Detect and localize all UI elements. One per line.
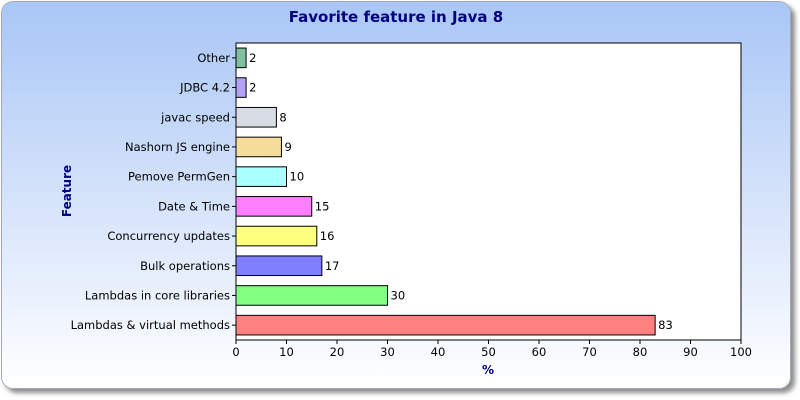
bar-javac-speed (235, 106, 277, 128)
x-tick-label: 10 (279, 345, 294, 359)
data-label-bulk-operations: 17 (325, 259, 340, 273)
x-tick-label: 70 (582, 345, 597, 359)
bar-nashorn-js-engine (235, 136, 282, 158)
bars: 83 30 17 16 15 10 9 8 2 2 (235, 47, 673, 336)
bar-other (235, 47, 247, 69)
data-label-lambdas-in-core-libraries: 30 (391, 288, 406, 302)
x-tick-label: 30 (380, 345, 395, 359)
x-axis-title: % (482, 363, 494, 377)
x-tick-label: 0 (232, 345, 239, 359)
data-label-concurrency-updates: 16 (320, 229, 335, 243)
category-label-jdbc-4-2: JDBC 4.2 (179, 81, 230, 95)
category-label-lambdas-in-core-libraries: Lambdas in core libraries (85, 288, 230, 302)
x-tick-label: 100 (730, 345, 752, 359)
category-label-bulk-operations: Bulk operations (140, 259, 230, 273)
data-label-jdbc-4-2: 2 (249, 81, 256, 95)
chart-frame: Favorite feature in Java 8 83 30 17 16 15 10 9… (1, 1, 791, 389)
category-label-javac-speed: javac speed (160, 110, 230, 124)
y-axis-title: Feature (60, 165, 74, 217)
x-tick-label: 80 (633, 345, 648, 359)
data-label-date-and-time: 15 (315, 199, 330, 213)
category-labels: Lambdas & virtual methods Lambdas in core… (71, 51, 236, 332)
category-label-nashorn-js-engine: Nashorn JS engine (125, 140, 230, 154)
chart-title: Favorite feature in Java 8 (289, 8, 503, 26)
bar-chart: Favorite feature in Java 8 83 30 17 16 15 10 9… (2, 2, 790, 388)
x-axis-ticks: 0 10 20 30 40 50 60 70 80 90 100 (232, 340, 752, 359)
x-tick-label: 40 (431, 345, 446, 359)
category-label-concurrency-updates: Concurrency updates (107, 229, 230, 243)
x-tick-label: 90 (683, 345, 698, 359)
bar-concurrency-updates (235, 225, 318, 247)
data-label-lambdas-and-virtual-methods: 83 (658, 318, 673, 332)
x-tick-label: 60 (532, 345, 547, 359)
category-label-other: Other (197, 51, 230, 65)
data-label-pemove-permgen: 10 (290, 170, 305, 184)
bar-jdbc-4-2 (235, 77, 247, 98)
data-label-javac-speed: 8 (279, 110, 286, 124)
bar-date-and-time (235, 196, 313, 217)
x-tick-label: 20 (330, 345, 345, 359)
category-label-date-and-time: Date & Time (158, 199, 230, 213)
data-label-other: 2 (249, 51, 256, 65)
x-tick-label: 50 (481, 345, 496, 359)
bar-lambdas-in-core-libraries (235, 285, 388, 306)
data-label-nashorn-js-engine: 9 (284, 140, 291, 154)
bar-pemove-permgen (235, 166, 287, 187)
category-label-pemove-permgen: Pemove PermGen (128, 170, 230, 184)
category-label-lambdas-and-virtual-methods: Lambdas & virtual methods (71, 318, 230, 332)
bar-bulk-operations (235, 255, 323, 277)
bar-lambdas-and-virtual-methods (235, 314, 656, 336)
